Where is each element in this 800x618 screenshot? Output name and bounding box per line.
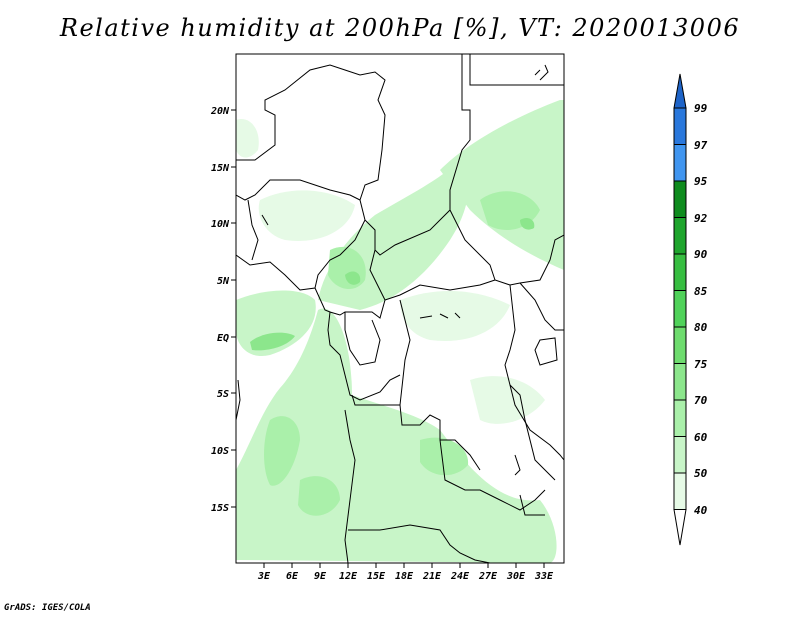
colorbar-segment xyxy=(673,472,687,510)
colorbar-top-arrow xyxy=(673,73,687,109)
border-line-9 xyxy=(351,394,481,471)
colorbar-bottom-arrow xyxy=(673,509,687,546)
border-line-14 xyxy=(519,282,564,331)
lon-label: 27E xyxy=(478,571,498,582)
border-line-1 xyxy=(236,54,471,256)
colorbar-label: 50 xyxy=(694,467,708,480)
border-line-17 xyxy=(236,379,241,421)
lon-label: 33E xyxy=(534,571,554,582)
border-line-4 xyxy=(369,249,496,301)
grads-credit: GrADS: IGES/COLA xyxy=(4,603,91,613)
lon-label: 6E xyxy=(286,571,299,582)
latitude-ticks xyxy=(231,109,236,508)
colorbar-segment xyxy=(673,399,687,437)
humidity-region-band-5 xyxy=(420,437,469,476)
border-line-12 xyxy=(439,439,546,511)
colorbar-label: 70 xyxy=(694,394,708,407)
colorbar-segment xyxy=(673,107,687,145)
colorbar-label: 99 xyxy=(694,102,708,115)
border-line-13 xyxy=(504,284,564,461)
colorbar-segment xyxy=(673,326,687,364)
lon-label: 15E xyxy=(367,571,386,582)
colorbar-segment xyxy=(673,436,687,474)
colorbar: 99 97 95 92 90 85 80 75 70 60 50 40 xyxy=(673,73,708,546)
humidity-region-peak-3 xyxy=(520,217,535,230)
colorbar-label: 92 xyxy=(694,212,708,225)
colorbar-segment xyxy=(673,290,687,328)
colorbar-label: 97 xyxy=(694,139,708,152)
border-line-3 xyxy=(449,209,564,286)
humidity-region-band-1 xyxy=(264,416,300,486)
humidity-region-peak-2 xyxy=(345,271,361,285)
colorbar-segment xyxy=(673,180,687,218)
colorbar-label: 40 xyxy=(694,504,708,517)
longitude-axis: 3E 6E 9E 12E 15E 18E 21E 24E 27E 30E 33E xyxy=(257,563,554,582)
border-line-5 xyxy=(236,179,361,201)
colorbar-label: 85 xyxy=(694,285,708,298)
lon-label: 24E xyxy=(450,571,470,582)
border-line-2 xyxy=(469,54,564,86)
lon-label: 9E xyxy=(314,571,327,582)
lat-label: EQ xyxy=(217,333,229,344)
border-line-8 xyxy=(327,311,401,401)
border-line-22 xyxy=(247,199,269,261)
lat-label: 10N xyxy=(211,219,230,230)
lat-label: 15N xyxy=(211,163,230,174)
map-title: Relative humidity at 200hPa [%], VT: 202… xyxy=(59,14,741,42)
longitude-ticks xyxy=(263,563,545,568)
border-line-18 xyxy=(399,299,411,406)
humidity-field xyxy=(236,100,564,563)
humidity-region-north-central xyxy=(318,160,469,310)
border-line-23 xyxy=(514,454,545,516)
lon-label: 30E xyxy=(506,571,526,582)
latitude-axis: 20N 15N 10N 5N EQ 5S 10S 15S xyxy=(210,106,236,514)
lon-label: 3E xyxy=(257,571,271,582)
colorbar-segment xyxy=(673,217,687,255)
country-borders xyxy=(236,54,564,563)
humidity-region-peak-1 xyxy=(250,332,295,351)
border-line-21 xyxy=(534,64,549,81)
lon-label: 21E xyxy=(422,571,442,582)
colorbar-label: 90 xyxy=(694,248,708,261)
border-line-7 xyxy=(314,287,386,319)
lat-label: 20N xyxy=(210,106,230,117)
border-line-16 xyxy=(509,384,556,481)
humidity-region-band-4 xyxy=(298,476,340,516)
colorbar-segment xyxy=(673,363,687,401)
humidity-region-sahel xyxy=(258,190,355,241)
colorbar-label: 80 xyxy=(694,321,708,334)
lon-label: 12E xyxy=(339,571,358,582)
lat-label: 5S xyxy=(217,389,229,400)
humidity-region-northwest xyxy=(236,119,259,158)
humidity-region-east xyxy=(470,376,545,424)
border-line-10 xyxy=(344,409,356,563)
colorbar-segment xyxy=(673,253,687,291)
border-line-19 xyxy=(344,312,381,366)
border-line-20 xyxy=(419,312,461,319)
colorbar-segment xyxy=(673,144,687,182)
lat-label: 10S xyxy=(211,446,229,457)
lat-label: 5N xyxy=(217,276,230,287)
humidity-region-center xyxy=(400,290,510,341)
humidity-region-northeast xyxy=(440,100,564,270)
border-line-15 xyxy=(534,337,558,366)
lat-label: 15S xyxy=(211,503,229,514)
colorbar-label: 95 xyxy=(694,175,708,188)
map-frame xyxy=(235,53,565,564)
colorbar-label: 60 xyxy=(694,431,708,444)
lon-label: 18E xyxy=(395,571,414,582)
border-line-11 xyxy=(348,524,491,563)
colorbar-label: 75 xyxy=(694,358,708,371)
